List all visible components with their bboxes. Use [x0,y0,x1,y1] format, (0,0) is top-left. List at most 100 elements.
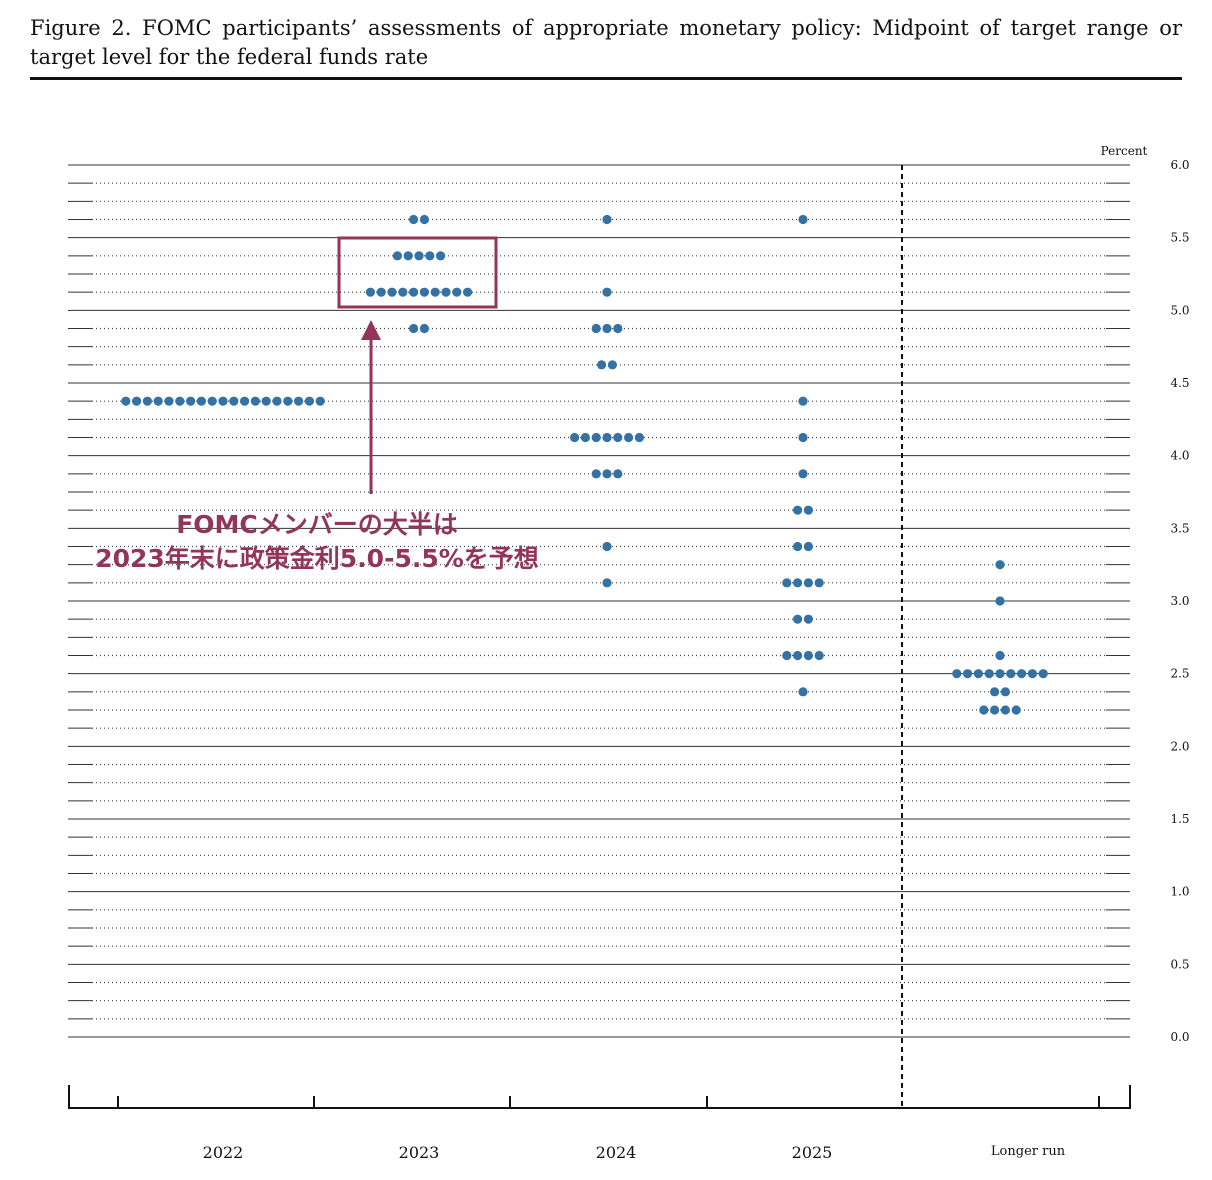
participant-dot [294,396,304,406]
x-tick-label: Longer run [991,1144,1066,1159]
y-tick-label: 2.5 [1170,667,1189,681]
participant-dot [419,287,429,297]
participant-dot [250,396,260,406]
participant-dot [186,396,196,406]
participant-dot [121,396,131,406]
participant-dot [376,287,386,297]
participant-dot [387,287,397,297]
participant-dot [613,323,623,334]
participant-dot [240,396,250,406]
participant-dot [283,396,293,406]
participant-dot [591,323,601,334]
participant-dot [782,650,792,661]
participant-dot [419,214,429,225]
participant-dot [602,578,612,588]
dot-series [121,214,1048,715]
participant-dot [1017,669,1027,679]
participant-dot [425,251,435,261]
participant-dot [207,396,217,406]
participant-dot [634,432,645,443]
y-tick-label: 4.5 [1170,376,1189,390]
participant-dot [463,287,473,297]
participant-dot [995,596,1005,606]
title-rule [30,77,1182,80]
participant-dot [414,251,424,261]
annotation-text: FOMCメンバーの大半は 2023年末に政策金利5.0-5.5%を予想 [62,508,572,576]
x-axis: 2022 2023 2024 2025 Longer run [68,1085,1131,1162]
participant-dot [441,287,451,297]
participant-dot [793,650,803,661]
annotation-arrow-head [361,320,381,340]
participant-dot [814,650,824,661]
participant-dot [793,614,803,624]
figure-title: Figure 2. FOMC participants’ assessments… [30,16,1182,69]
participant-dot [218,396,228,406]
participant-dot [602,323,612,334]
participant-dot [1006,669,1016,679]
y-tick-label: 2.0 [1170,739,1189,753]
participant-dot [798,687,808,697]
x-tick-label: 2022 [203,1143,244,1162]
participant-dot [803,650,814,661]
participant-dot [602,214,612,225]
participant-dot [452,287,462,297]
participant-dot [607,360,618,370]
x-tick-label: 2025 [792,1143,833,1162]
participant-dot [597,360,607,370]
participant-dot [430,287,440,297]
participant-dot [403,251,413,261]
participant-dot [315,396,325,406]
participant-dot [798,396,808,406]
participant-dot [1000,705,1011,715]
participant-dot [409,323,419,334]
participant-dot [995,650,1005,661]
participant-dot [782,578,792,588]
participant-dot [803,614,814,624]
y-tick-label: 6.0 [1170,158,1189,172]
participant-dot [261,396,271,406]
participant-dot [793,541,803,552]
participant-dot [1027,669,1037,679]
participant-dot [436,251,446,261]
participant-dot [793,578,803,588]
participant-dot [803,578,814,588]
participant-dot [979,705,989,715]
participant-dot [1011,705,1021,715]
y-tick-label: 0.5 [1170,957,1189,971]
participant-dot [814,578,824,588]
participant-dot [591,432,601,443]
participant-dot [613,432,623,443]
participant-dot [613,469,623,479]
y-tick-label: 0.0 [1170,1030,1189,1044]
participant-dot [798,214,808,225]
participant-dot [580,432,591,443]
participant-dot [624,432,634,443]
participant-dot [963,669,973,679]
participant-dot [995,560,1005,570]
participant-dot [392,251,402,261]
participant-dot [798,469,808,479]
participant-dot [570,432,580,443]
y-tick-label: 4.0 [1170,449,1189,463]
participant-dot [153,396,163,406]
participant-dot [602,541,612,552]
participant-dot [995,669,1005,679]
x-tick-label: 2024 [596,1143,637,1162]
participant-dot [990,687,1000,697]
y-tick-label: 5.5 [1170,231,1189,245]
participant-dot [602,469,612,479]
participant-dot [175,396,185,406]
participant-dot [952,669,962,679]
y-tick-label: 5.0 [1170,303,1189,317]
participant-dot [990,705,1000,715]
y-tick-label: 3.5 [1170,521,1189,535]
annotation-line-1: FOMCメンバーの大半は [176,510,458,539]
participant-dot [984,669,994,679]
participant-dot [398,287,408,297]
participant-dot [409,214,419,225]
y-tick-label: 1.5 [1170,812,1189,826]
highlight-box [337,236,498,309]
y-tick-label: 1.0 [1170,885,1189,899]
participant-dot [1038,669,1048,679]
participant-dot [365,287,375,297]
